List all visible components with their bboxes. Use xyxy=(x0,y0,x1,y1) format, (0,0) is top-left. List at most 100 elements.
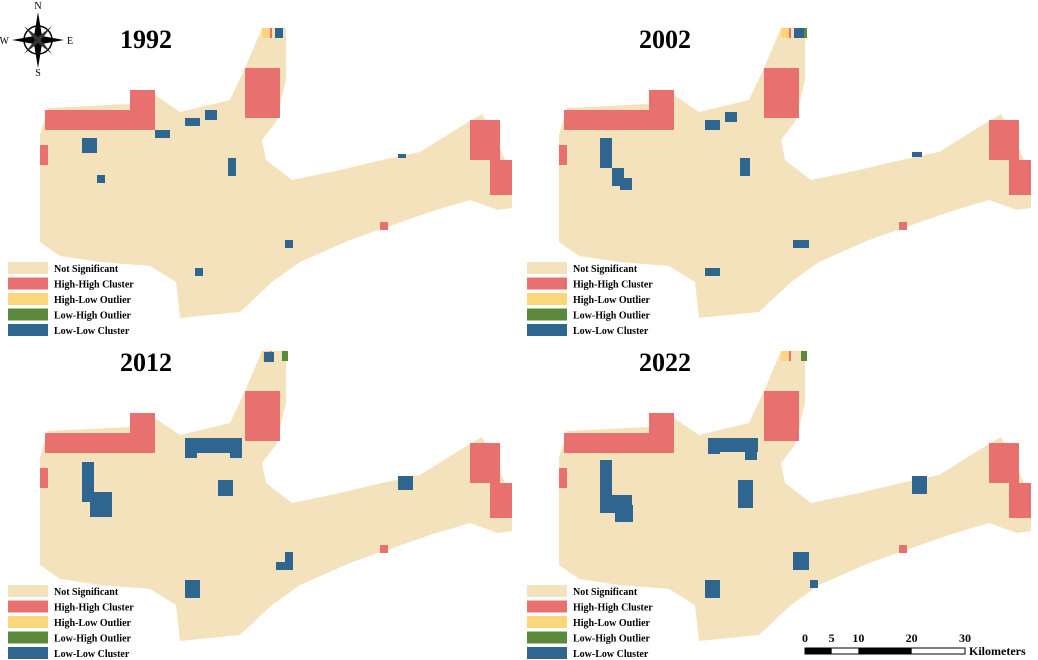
legend-label: Low-High Outlier xyxy=(54,634,132,645)
low-low-cell xyxy=(285,240,293,248)
legend-label: Not Significant xyxy=(573,587,638,598)
low-low-cell xyxy=(705,580,720,598)
legend-swatch xyxy=(527,631,567,644)
low-low-cell xyxy=(912,476,927,494)
high-high-cell xyxy=(559,145,567,165)
legend-label: Not Significant xyxy=(573,264,638,275)
legend-swatch xyxy=(527,262,567,274)
legend-label: High-Low Outlier xyxy=(54,295,132,306)
legend-label: High-High Cluster xyxy=(54,603,134,614)
low-low-cell xyxy=(615,505,633,522)
low-low-cell xyxy=(600,460,612,505)
scale-tick-label: 0 xyxy=(802,631,808,645)
legend-swatch xyxy=(527,324,567,336)
high-high-cell xyxy=(559,468,567,488)
scale-bar-segment xyxy=(858,648,912,654)
low-low-cell xyxy=(705,120,720,130)
low-low-cell xyxy=(264,352,274,362)
low-low-cell xyxy=(912,152,922,157)
legend-label: Low-Low Cluster xyxy=(54,649,130,660)
low-low-cell xyxy=(285,552,293,570)
high-high-cell xyxy=(899,545,907,553)
low-low-cell xyxy=(185,438,235,453)
legend-swatch xyxy=(527,585,567,597)
low-low-cell xyxy=(230,438,242,458)
scale-tick-label: 30 xyxy=(959,631,971,645)
high-low-cell xyxy=(781,28,789,38)
scale-unit: Kilometers xyxy=(969,644,1026,658)
legend-swatch xyxy=(8,293,48,305)
legend-label: Not Significant xyxy=(54,587,119,598)
low-low-cell xyxy=(745,438,757,460)
high-high-cell xyxy=(245,391,280,441)
legend-label: High-Low Outlier xyxy=(573,295,651,306)
low-low-cell xyxy=(398,476,413,490)
high-high-cell xyxy=(490,483,512,518)
high-high-cell xyxy=(40,468,48,488)
high-high-cell xyxy=(470,443,500,483)
high-high-cell xyxy=(989,443,1019,483)
legend-label: Not Significant xyxy=(54,264,119,275)
legend-swatch xyxy=(527,616,567,628)
low-low-cell xyxy=(794,28,804,38)
legend-swatch xyxy=(527,277,567,290)
map-panel: 2002 Not Significant High-High Cluster High… xyxy=(527,25,1031,337)
low-low-cell xyxy=(218,480,233,496)
low-low-cell xyxy=(195,268,203,276)
compass: N S E W xyxy=(0,1,73,79)
legend-swatch xyxy=(8,308,48,321)
low-low-cell xyxy=(275,28,283,38)
map-panel: 2012 Not Significant High-High Cluster High… xyxy=(8,348,512,660)
legend-label: High-High Cluster xyxy=(54,280,134,291)
compass-label: W xyxy=(0,36,10,47)
study-area xyxy=(559,28,1031,318)
low-low-cell xyxy=(398,154,406,158)
legend-swatch xyxy=(8,585,48,597)
legend-swatch xyxy=(8,262,48,274)
high-high-cell xyxy=(490,160,512,195)
legend-label: High-Low Outlier xyxy=(573,618,651,629)
low-low-cell xyxy=(205,110,217,120)
low-low-cell xyxy=(793,240,809,248)
scale-tick-label: 20 xyxy=(906,631,918,645)
high-high-cell xyxy=(564,110,674,130)
low-low-cell xyxy=(708,438,720,454)
legend-swatch xyxy=(8,324,48,336)
legend-label: High-Low Outlier xyxy=(54,618,132,629)
study-area xyxy=(40,28,512,318)
high-high-cell xyxy=(130,90,155,110)
high-high-cell xyxy=(649,90,674,110)
scale-tick-label: 10 xyxy=(852,631,864,645)
low-low-cell xyxy=(810,580,818,588)
legend-swatch xyxy=(527,600,567,613)
scale-tick-label: 5 xyxy=(829,631,835,645)
low-low-cell xyxy=(600,138,612,168)
legend-swatch xyxy=(8,647,48,659)
low-high-cell xyxy=(801,351,807,361)
panel-year: 2002 xyxy=(639,25,691,54)
compass-label: S xyxy=(35,68,41,79)
high-high-cell xyxy=(130,413,155,433)
legend-label: Low-High Outlier xyxy=(573,634,651,645)
low-low-cell xyxy=(738,480,753,508)
legend-label: High-High Cluster xyxy=(573,603,653,614)
high-high-cell xyxy=(380,545,388,553)
low-low-cell xyxy=(228,158,236,176)
study-area xyxy=(559,351,1031,641)
panel-year: 1992 xyxy=(120,25,172,54)
compass-label: N xyxy=(34,1,41,12)
study-area xyxy=(40,351,512,641)
high-high-cell xyxy=(380,222,388,230)
panel-year: 2022 xyxy=(639,348,691,377)
high-high-cell xyxy=(245,68,280,118)
legend-swatch xyxy=(8,616,48,628)
panel-year: 2012 xyxy=(120,348,172,377)
legend-swatch xyxy=(8,277,48,290)
high-high-cell xyxy=(1009,160,1031,195)
high-high-cell xyxy=(40,145,48,165)
scale-bar-segment xyxy=(805,648,832,654)
legend-label: Low-Low Cluster xyxy=(54,326,130,337)
low-low-cell xyxy=(185,118,200,126)
low-low-cell xyxy=(155,130,170,138)
